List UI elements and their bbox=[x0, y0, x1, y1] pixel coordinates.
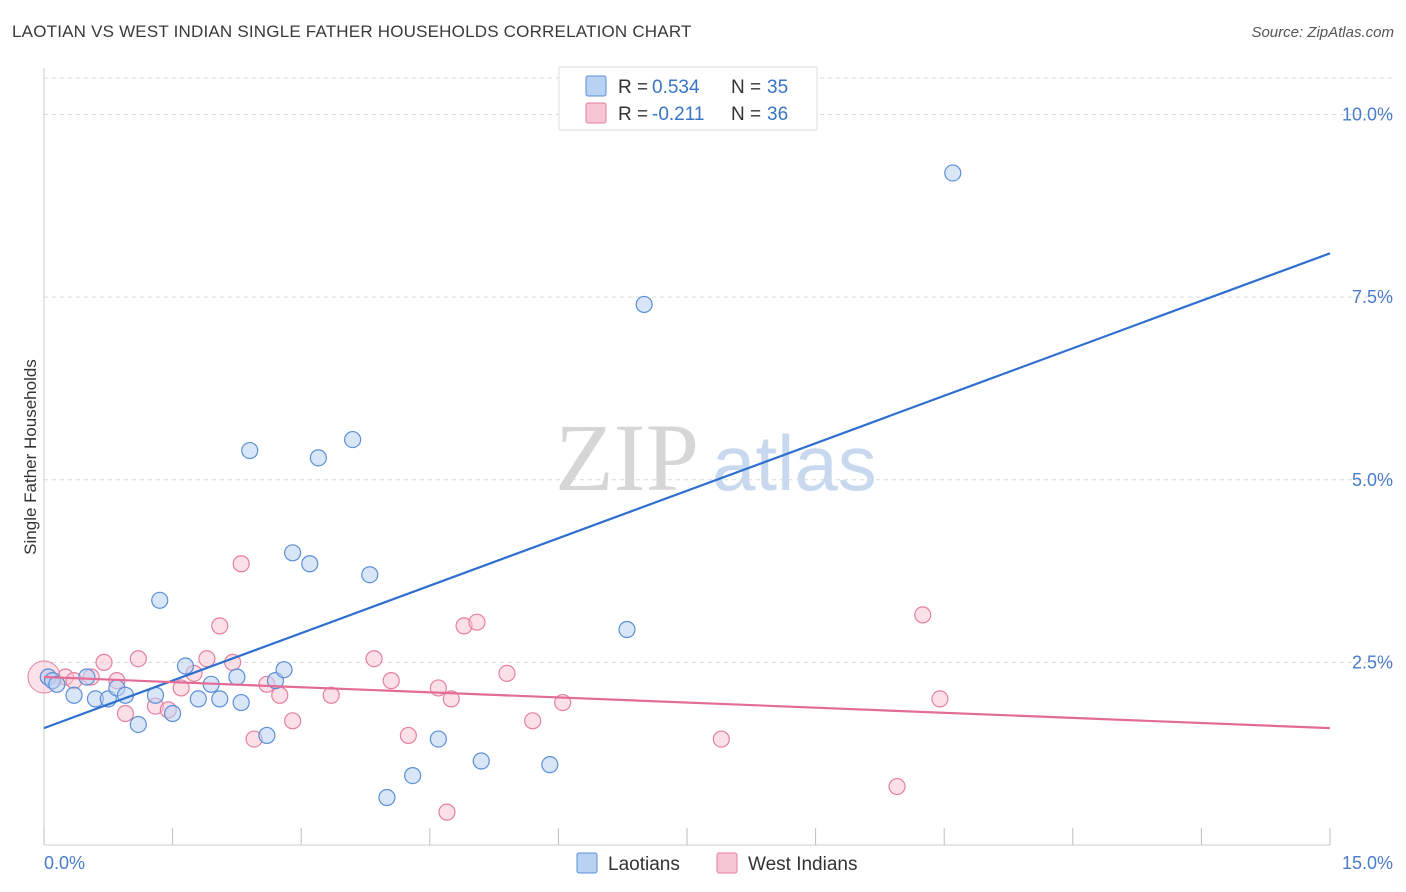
bottom-legend-label-laotians: Laotians bbox=[608, 854, 680, 875]
data-point-west-indians bbox=[382, 672, 400, 690]
data-point-laotians bbox=[378, 788, 396, 807]
data-point-laotians bbox=[472, 752, 490, 770]
data-point-laotians bbox=[284, 544, 302, 562]
data-point-laotians bbox=[151, 591, 169, 609]
data-point-laotians bbox=[232, 693, 250, 712]
data-point-west-indians bbox=[498, 664, 516, 682]
data-point-west-indians bbox=[931, 690, 949, 708]
x-tick-label-max: 15.0% bbox=[1342, 853, 1393, 873]
trend-lines bbox=[43, 252, 1331, 730]
data-point-laotians bbox=[541, 756, 559, 774]
watermark-zip: ZIP bbox=[555, 404, 699, 511]
trend-line-west-indians bbox=[43, 675, 1331, 730]
bottom-legend: Laotians West Indians bbox=[576, 852, 857, 875]
source-label: Source: ZipAtlas.com bbox=[1251, 24, 1394, 41]
bottom-legend-label-west-indians: West Indians bbox=[748, 854, 857, 875]
data-point-west-indians bbox=[232, 555, 250, 573]
data-point-laotians bbox=[944, 164, 962, 182]
data-point-laotians bbox=[241, 441, 259, 460]
data-point-west-indians bbox=[442, 690, 460, 708]
data-point-laotians bbox=[429, 730, 447, 748]
data-point-laotians bbox=[361, 566, 379, 584]
data-point-west-indians bbox=[198, 650, 216, 668]
data-point-laotians bbox=[211, 690, 229, 708]
data-point-laotians bbox=[258, 726, 276, 745]
data-point-west-indians bbox=[172, 679, 190, 697]
data-point-west-indians bbox=[365, 650, 383, 668]
data-point-west-indians bbox=[438, 803, 456, 821]
data-point-laotians bbox=[309, 449, 327, 467]
bottom-legend-swatch-west-indians bbox=[716, 852, 738, 874]
legend-r-value-1: -0.211 bbox=[652, 104, 704, 125]
trend-line-laotians bbox=[43, 252, 1331, 730]
data-point-laotians bbox=[48, 675, 66, 693]
data-point-west-indians bbox=[712, 730, 730, 748]
laotians-points bbox=[39, 164, 962, 807]
y-tick-label: 5.0% bbox=[1352, 470, 1393, 490]
data-point-laotians bbox=[301, 555, 319, 573]
data-point-west-indians bbox=[914, 606, 932, 624]
data-point-laotians bbox=[65, 686, 83, 704]
data-point-laotians bbox=[275, 661, 293, 679]
data-point-west-indians bbox=[399, 726, 417, 745]
legend-swatch-laotians bbox=[585, 75, 607, 97]
legend-swatch-west-indians bbox=[585, 102, 607, 124]
y-tick-label: 2.5% bbox=[1352, 652, 1393, 672]
data-point-west-indians bbox=[468, 613, 486, 631]
y-tick-labels: 2.5% 5.0% 7.5% 10.0% bbox=[1342, 105, 1393, 673]
top-legend: R = 0.534 N = 35 R = -0.211 N = 36 bbox=[558, 66, 818, 131]
y-tick-label: 10.0% bbox=[1342, 105, 1393, 125]
legend-n-value-1: 36 bbox=[767, 104, 788, 125]
data-point-laotians bbox=[78, 668, 96, 686]
y-axis-label: Single Father Households bbox=[21, 359, 40, 555]
legend-r-label-0: R = bbox=[618, 77, 648, 98]
data-point-laotians bbox=[228, 668, 246, 686]
data-point-laotians bbox=[618, 620, 636, 639]
data-point-west-indians bbox=[116, 704, 135, 723]
data-point-laotians bbox=[344, 430, 362, 449]
chart-title: LAOTIAN VS WEST INDIAN SINGLE FATHER HOU… bbox=[12, 22, 692, 41]
data-point-west-indians bbox=[129, 650, 147, 668]
data-point-laotians bbox=[635, 295, 653, 314]
legend-n-label-0: N = bbox=[731, 77, 761, 98]
legend-n-value-0: 35 bbox=[767, 77, 788, 98]
x-tick-label-min: 0.0% bbox=[44, 853, 85, 873]
watermark-atlas: atlas bbox=[712, 419, 877, 507]
data-point-west-indians bbox=[524, 712, 542, 730]
x-ticks bbox=[43, 828, 1331, 845]
y-tick-label: 7.5% bbox=[1352, 287, 1393, 307]
data-point-west-indians bbox=[211, 617, 229, 635]
data-point-laotians bbox=[129, 715, 147, 734]
gridlines bbox=[44, 77, 1393, 663]
data-point-laotians bbox=[164, 704, 182, 723]
data-point-west-indians bbox=[271, 686, 289, 704]
legend-r-label-1: R = bbox=[618, 104, 648, 125]
data-point-laotians bbox=[176, 657, 195, 675]
data-point-west-indians bbox=[888, 777, 906, 796]
data-point-west-indians bbox=[322, 686, 340, 704]
data-point-laotians bbox=[189, 690, 207, 708]
data-point-west-indians bbox=[95, 653, 113, 671]
data-point-laotians bbox=[404, 767, 422, 785]
bottom-legend-swatch-laotians bbox=[576, 852, 598, 874]
legend-n-label-1: N = bbox=[731, 104, 761, 125]
data-point-west-indians bbox=[284, 712, 302, 730]
legend-r-value-0: 0.534 bbox=[652, 77, 700, 98]
